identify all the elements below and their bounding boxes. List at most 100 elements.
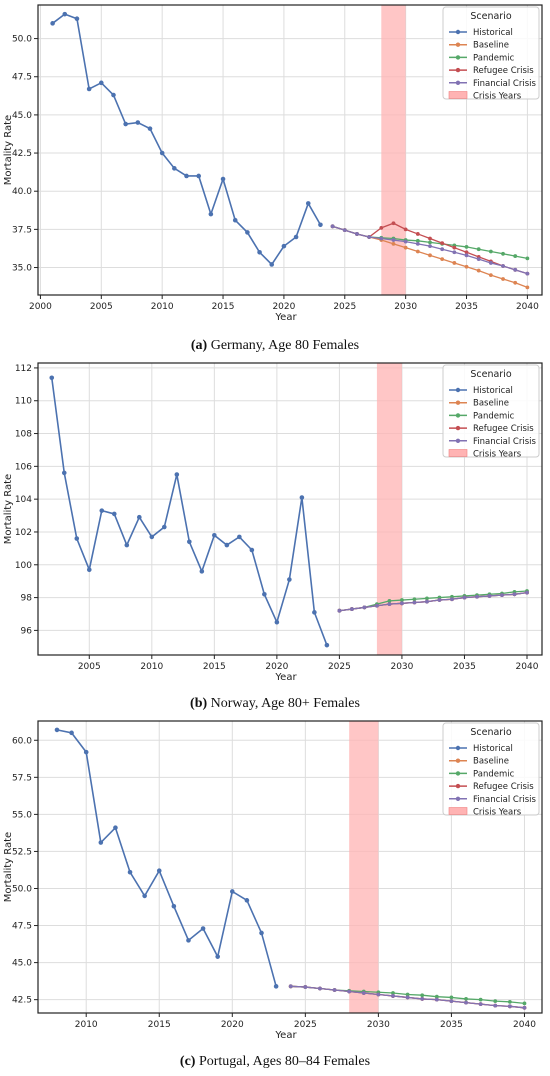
legend-entry-refugee-crisis: Refugee Crisis (473, 424, 534, 434)
data-point-historical (135, 120, 141, 125)
chart-germany: 2000 2005 2010 2015 2020 2025 2030 2035 2040 35.0… (3, 4, 543, 323)
data-point-historical (200, 926, 206, 931)
data-point-financial-crisis (337, 608, 342, 613)
data-point-historical (187, 539, 192, 545)
legend-entry-baseline: Baseline (473, 399, 509, 409)
legend-title: Scenario (470, 11, 511, 22)
legend-entry-baseline: Baseline (473, 757, 509, 767)
legend-entry-pandemic: Pandemic (473, 411, 515, 421)
data-point-historical (215, 954, 220, 959)
legend-entry-pandemic: Pandemic (473, 769, 515, 779)
x-tick-label: 2025 (333, 302, 356, 312)
data-point-historical (305, 201, 311, 206)
data-point-historical (274, 619, 280, 625)
data-point-financial-crisis (487, 594, 492, 598)
data-point-refugee-crisis (415, 232, 420, 236)
data-point-pandemic (525, 256, 530, 261)
legend-swatch-crisis-years (448, 91, 468, 99)
data-point-refugee-crisis (464, 250, 469, 255)
legend-marker-financial-crisis (455, 80, 461, 86)
data-point-historical (224, 542, 230, 548)
data-point-pandemic (400, 598, 404, 602)
data-point-historical (171, 903, 177, 909)
data-point-historical (62, 11, 68, 17)
crisis-years-band (349, 721, 379, 1013)
data-point-historical (208, 211, 214, 217)
data-point-financial-crisis (462, 595, 467, 600)
data-point-historical (324, 642, 330, 648)
data-point-pandemic (387, 598, 392, 603)
y-tick-label: 52.5 (12, 847, 32, 857)
legend-entry-financial-crisis: Financial Crisis (473, 79, 537, 89)
data-point-pandemic (428, 240, 432, 245)
plot-frame (37, 362, 543, 656)
data-point-historical (212, 532, 217, 538)
x-tick-label: 2020 (272, 302, 295, 312)
data-point-baseline (440, 257, 445, 262)
x-tick-label: 2025 (328, 662, 351, 672)
y-tick-label: 45.0 (12, 959, 32, 969)
data-point-historical (111, 511, 117, 517)
data-point-financial-crisis (412, 600, 417, 605)
data-point-refugee-crisis (379, 225, 384, 230)
data-point-financial-crisis (342, 228, 347, 233)
data-point-financial-crisis (362, 605, 367, 610)
legend-entry-historical: Historical (473, 744, 513, 754)
data-point-historical (99, 80, 104, 86)
data-point-historical (54, 727, 60, 733)
x-tick-label: 2020 (221, 1020, 244, 1030)
data-point-pandemic (434, 994, 439, 999)
legend-marker-baseline (455, 42, 461, 47)
y-tick-label: 50.0 (12, 35, 32, 45)
y-axis-label: Mortality Rate (3, 115, 14, 185)
legend-entry-crisis-years: Crisis Years (473, 450, 522, 460)
y-tick-label: 40.0 (12, 187, 32, 197)
caption-germany: (a) Germany, Age 80 Females (0, 338, 550, 354)
x-tick-label: 2040 (516, 302, 539, 312)
data-point-historical (123, 121, 128, 127)
x-tick-label: 2030 (394, 302, 417, 312)
data-point-financial-crisis (513, 267, 518, 272)
x-tick-label: 2010 (151, 302, 174, 312)
data-point-pandemic (501, 251, 505, 256)
y-tick-label: 100 (15, 561, 32, 571)
data-point-baseline (403, 245, 408, 250)
data-point-financial-crisis (391, 994, 395, 998)
crisis-years-band (376, 363, 402, 655)
legend-marker-historical (455, 745, 461, 751)
data-point-financial-crisis (437, 598, 442, 602)
data-point-financial-crisis (428, 244, 432, 249)
y-tick-label: 110 (15, 397, 32, 407)
y-tick-label: 42.5 (12, 149, 32, 159)
data-point-financial-crisis (525, 271, 530, 276)
caption-letter: (c) (179, 1054, 196, 1069)
x-tick-label: 2010 (75, 1020, 98, 1030)
caption-norway: (b) Norway, Age 80+ Females (0, 696, 550, 712)
data-point-refugee-crisis (391, 221, 396, 226)
data-point-historical (259, 930, 264, 936)
data-point-historical (137, 514, 142, 520)
data-point-historical (273, 984, 279, 989)
data-point-pandemic (478, 997, 483, 1002)
data-point-financial-crisis (330, 224, 335, 229)
data-point-financial-crisis (379, 236, 384, 241)
data-point-baseline (415, 249, 420, 254)
y-tick-label: 57.5 (12, 773, 32, 783)
data-point-financial-crisis (318, 986, 322, 991)
data-point-financial-crisis (464, 253, 469, 258)
data-point-financial-crisis (452, 250, 457, 255)
y-tick-label: 47.5 (12, 922, 32, 932)
data-point-historical (61, 470, 67, 476)
x-tick-label: 2005 (90, 302, 113, 312)
data-point-pandemic (425, 596, 429, 601)
data-point-historical (318, 222, 323, 228)
caption-letter: (a) (190, 338, 208, 353)
x-tick-label: 2000 (29, 302, 52, 312)
data-point-historical (229, 889, 235, 894)
data-point-historical (49, 375, 55, 381)
data-point-pandemic (507, 999, 512, 1004)
legend-box (442, 722, 540, 816)
data-point-baseline (513, 280, 518, 285)
y-axis-label: Mortality Rate (3, 832, 14, 902)
data-point-historical (184, 173, 189, 179)
